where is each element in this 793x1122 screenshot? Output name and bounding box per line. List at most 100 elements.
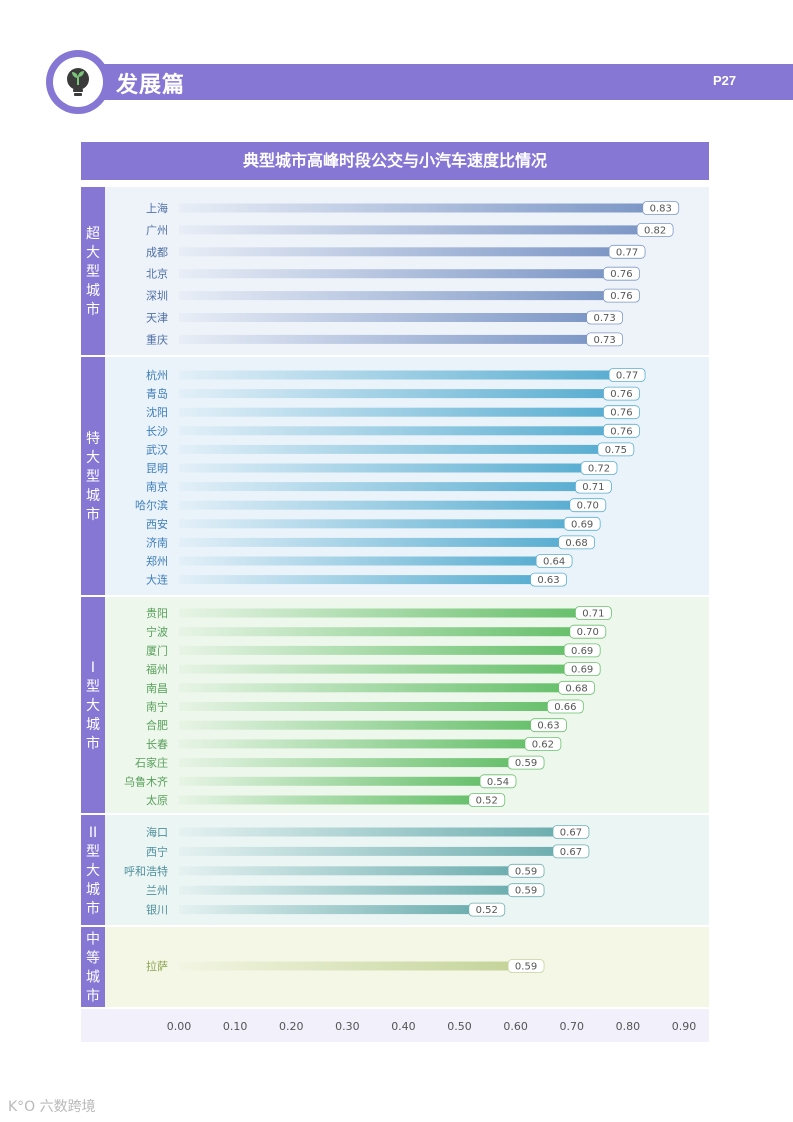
bar bbox=[179, 776, 482, 786]
value-label-box bbox=[552, 844, 590, 859]
value-label: 0.67 bbox=[560, 847, 582, 858]
bar bbox=[179, 444, 600, 454]
bar bbox=[179, 683, 561, 693]
city-label: 青岛 bbox=[146, 387, 168, 401]
value-label-box bbox=[552, 825, 590, 839]
value-label: 0.77 bbox=[616, 371, 638, 382]
group-label: 中等城市 bbox=[86, 932, 100, 1005]
city-label: 乌鲁木齐 bbox=[124, 774, 168, 788]
group-side-bar-1 bbox=[81, 357, 105, 595]
value-label: 0.52 bbox=[476, 905, 498, 916]
city-label: 南京 bbox=[146, 480, 168, 494]
value-label: 0.76 bbox=[610, 426, 632, 437]
bar bbox=[179, 827, 555, 837]
value-label-box bbox=[603, 423, 640, 438]
value-label-box bbox=[603, 288, 640, 303]
value-label-box bbox=[468, 902, 506, 917]
bar bbox=[179, 627, 572, 637]
value-label: 0.76 bbox=[610, 389, 632, 400]
value-label: 0.73 bbox=[593, 313, 615, 324]
city-label: 银川 bbox=[146, 903, 168, 917]
city-label: 拉萨 bbox=[146, 959, 168, 973]
value-label-box bbox=[563, 643, 601, 658]
city-label: 北京 bbox=[146, 267, 168, 281]
value-label: 0.76 bbox=[610, 269, 632, 280]
city-label: 长沙 bbox=[146, 425, 168, 438]
group-side-bar-3 bbox=[81, 815, 105, 925]
bar bbox=[179, 463, 583, 473]
bar bbox=[179, 519, 567, 529]
group-side-bar-2 bbox=[81, 597, 105, 813]
x-axis-band bbox=[81, 1009, 709, 1042]
value-label-box bbox=[530, 572, 567, 587]
bar bbox=[179, 795, 471, 805]
city-label: 海口 bbox=[146, 825, 168, 839]
city-label: 天津 bbox=[146, 312, 168, 325]
value-label: 0.63 bbox=[537, 721, 559, 732]
bar bbox=[179, 575, 533, 585]
city-label: 宁波 bbox=[146, 625, 168, 639]
value-label: 0.59 bbox=[515, 758, 537, 769]
value-label-box bbox=[608, 368, 646, 382]
value-label: 0.64 bbox=[543, 557, 565, 568]
value-label-box bbox=[468, 793, 506, 807]
value-label-box bbox=[563, 662, 601, 676]
city-label: 沈阳 bbox=[146, 405, 168, 419]
value-label-box bbox=[569, 498, 607, 513]
value-label: 0.52 bbox=[476, 796, 498, 807]
bar bbox=[179, 426, 606, 436]
value-label: 0.70 bbox=[577, 627, 599, 638]
value-label-box bbox=[603, 386, 640, 401]
value-label-box bbox=[507, 863, 545, 878]
group-side-bar-4 bbox=[81, 927, 105, 1007]
bar bbox=[179, 334, 589, 344]
x-axis-corner bbox=[81, 1009, 105, 1042]
x-tick-label: 0.50 bbox=[447, 1020, 472, 1033]
city-label: 郑州 bbox=[146, 554, 168, 568]
value-label-box bbox=[574, 479, 612, 494]
value-label-box bbox=[580, 461, 618, 475]
value-label: 0.72 bbox=[588, 464, 610, 475]
value-label: 0.67 bbox=[560, 828, 582, 839]
city-label: 成都 bbox=[146, 246, 168, 259]
value-label: 0.69 bbox=[571, 665, 593, 676]
bar bbox=[179, 537, 561, 547]
value-label: 0.69 bbox=[571, 519, 593, 530]
value-label: 0.83 bbox=[650, 204, 672, 215]
value-label: 0.59 bbox=[515, 962, 537, 973]
city-label: 石家庄 bbox=[135, 756, 168, 770]
seedling-bulb-icon bbox=[67, 68, 89, 96]
x-tick-label: 0.40 bbox=[391, 1020, 416, 1033]
bar bbox=[179, 291, 606, 301]
bar bbox=[179, 313, 589, 322]
bar bbox=[179, 905, 471, 915]
city-label: 昆明 bbox=[146, 462, 168, 475]
value-label: 0.71 bbox=[582, 482, 604, 493]
bar bbox=[179, 247, 612, 257]
value-label-box bbox=[558, 680, 595, 695]
bar bbox=[179, 269, 606, 279]
x-tick-label: 0.80 bbox=[616, 1020, 641, 1033]
value-label-box bbox=[507, 755, 545, 770]
city-label: 贵阳 bbox=[146, 607, 168, 620]
value-label-box bbox=[569, 624, 607, 639]
value-label: 0.76 bbox=[610, 291, 632, 302]
value-label-box bbox=[597, 442, 635, 457]
x-tick-label: 0.60 bbox=[503, 1020, 528, 1033]
value-label-box bbox=[586, 310, 624, 325]
value-label: 0.73 bbox=[593, 335, 615, 346]
header-band bbox=[70, 64, 793, 100]
bar bbox=[179, 846, 555, 856]
value-label-box bbox=[603, 266, 640, 281]
value-label-box bbox=[507, 959, 545, 973]
value-label: 0.62 bbox=[532, 739, 554, 750]
value-label: 0.54 bbox=[487, 777, 509, 788]
city-label: 福州 bbox=[146, 662, 168, 676]
group-label: II 型大城市 bbox=[86, 825, 100, 917]
value-label-box bbox=[558, 535, 595, 550]
section-badge-inner bbox=[53, 57, 103, 107]
bar bbox=[179, 739, 527, 749]
value-label-box bbox=[563, 516, 601, 531]
value-label: 0.68 bbox=[565, 683, 587, 694]
value-label-box bbox=[603, 405, 640, 420]
